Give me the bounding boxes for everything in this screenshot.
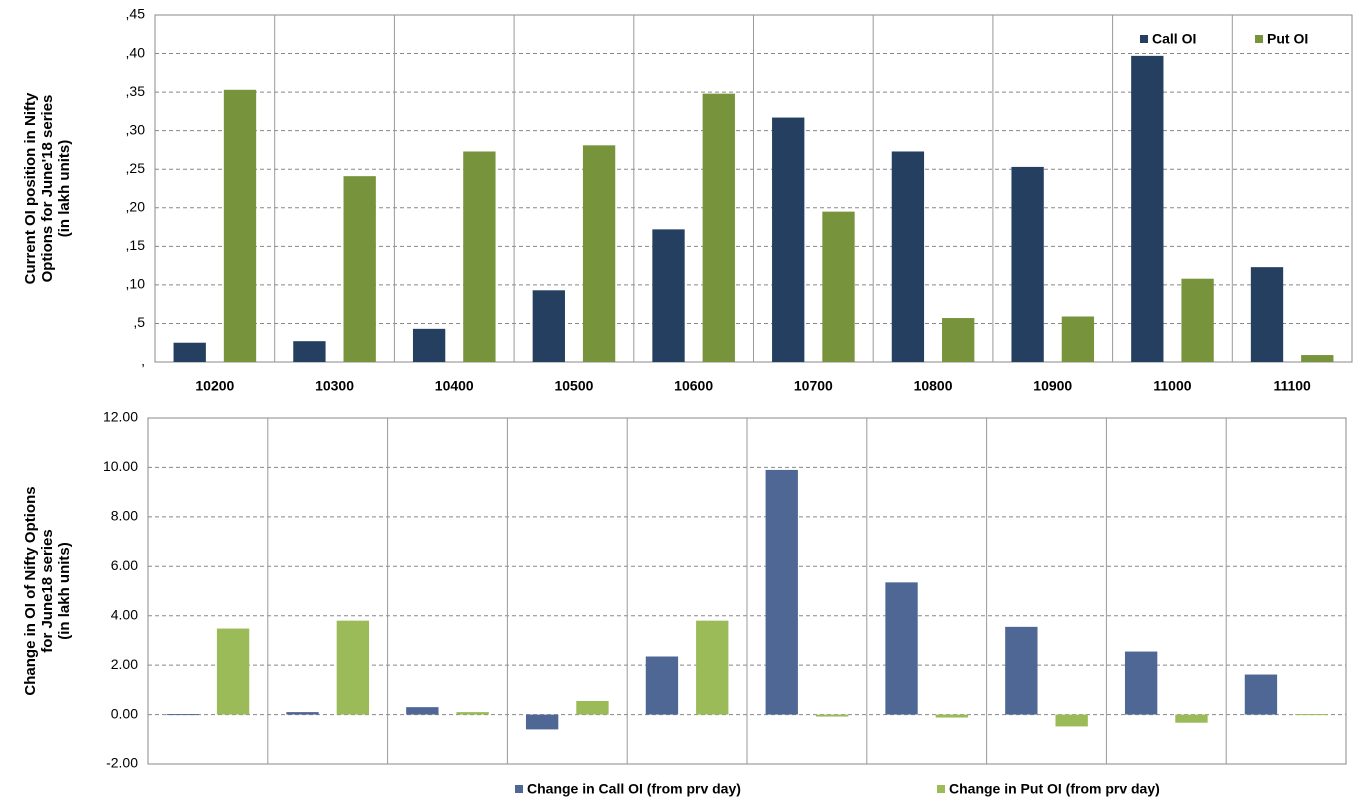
legend-swatch — [515, 785, 523, 793]
x-tick-label: 10900 — [1033, 378, 1072, 394]
legend-label: Call OI — [1152, 31, 1196, 47]
legend-swatch — [937, 785, 945, 793]
y-tick-label: ,20 — [126, 198, 146, 214]
bar — [765, 469, 798, 715]
bar — [1181, 278, 1214, 362]
bar — [1124, 651, 1158, 715]
y-axis-title: Current OI position in Nifty Options for … — [22, 92, 73, 284]
y-tick-label: 8.00 — [111, 508, 138, 524]
legend-swatch — [1140, 35, 1148, 43]
bar — [166, 714, 199, 716]
x-tick-label: 10200 — [195, 378, 234, 394]
bar — [1061, 316, 1095, 362]
legend-swatch — [1255, 35, 1263, 43]
bar — [1055, 714, 1088, 727]
y-tick-label: ,30 — [126, 121, 146, 137]
y-tick-label: ,10 — [126, 276, 146, 292]
bar — [223, 89, 257, 362]
x-tick-label: 11000 — [1153, 378, 1191, 394]
y-axis-title-line: (in lakh units) — [56, 140, 73, 238]
bar — [576, 700, 609, 715]
bar — [696, 620, 729, 715]
y-tick-label: , — [141, 353, 145, 369]
bar — [942, 318, 975, 362]
y-axis-title: Change in OI of Nifty Options for June18 … — [22, 486, 73, 695]
bar — [456, 712, 489, 715]
x-tick-label: 11100 — [1273, 378, 1311, 394]
y-tick-label: ,5 — [133, 314, 145, 330]
y-tick-label: 10.00 — [103, 458, 138, 474]
x-tick-label: 10400 — [435, 378, 474, 394]
bar — [645, 656, 679, 715]
bar — [525, 714, 559, 730]
legend-label: Change in Put OI (from prv day) — [949, 781, 1160, 797]
bar — [582, 145, 616, 362]
bar — [293, 341, 326, 362]
x-tick-label: 10600 — [674, 378, 713, 394]
bar — [885, 582, 918, 715]
y-tick-label: ,45 — [126, 6, 146, 22]
bar — [891, 151, 925, 362]
y-tick-label: 12.00 — [103, 409, 138, 425]
y-axis-title-line: Options for June'18 series — [39, 95, 56, 283]
bar — [1131, 55, 1164, 362]
bar — [406, 707, 439, 715]
bar — [1250, 267, 1284, 362]
bar — [412, 328, 446, 362]
bar — [173, 342, 206, 362]
bar — [652, 229, 685, 362]
bar — [1005, 626, 1038, 715]
x-tick-label: 10700 — [794, 378, 833, 394]
bar — [772, 117, 805, 363]
legend-label: Put OI — [1267, 31, 1308, 47]
y-axis-title-line: Change in OI of Nifty Options — [22, 486, 39, 695]
y-tick-label: ,35 — [126, 83, 146, 99]
bar — [822, 211, 855, 362]
x-tick-label: 10500 — [554, 378, 593, 394]
x-tick-label: 10300 — [315, 378, 354, 394]
bar — [1301, 355, 1334, 362]
legend-label: Change in Call OI (from prv day) — [527, 781, 741, 797]
y-tick-label: 6.00 — [111, 557, 138, 573]
bar — [1175, 714, 1208, 723]
y-tick-label: 2.00 — [111, 656, 138, 672]
y-tick-label: ,15 — [126, 237, 146, 253]
bar — [702, 93, 735, 363]
bar — [1295, 714, 1328, 716]
y-axis-title-line: Current OI position in Nifty — [22, 92, 39, 284]
bar — [532, 290, 565, 362]
bar — [343, 176, 376, 362]
y-tick-label: -2.00 — [106, 755, 138, 771]
bar — [1244, 674, 1278, 715]
bar — [935, 714, 969, 718]
bar — [216, 628, 250, 715]
bar — [463, 151, 496, 362]
bar — [1011, 166, 1044, 362]
y-tick-label: 4.00 — [111, 606, 138, 622]
bar — [815, 714, 849, 717]
bar — [336, 620, 370, 715]
y-tick-label: ,25 — [126, 160, 146, 176]
x-tick-label: 10800 — [914, 378, 953, 394]
y-tick-label: ,40 — [126, 44, 146, 60]
y-axis-title-line: for June18 series — [39, 529, 56, 652]
bar — [286, 712, 319, 715]
y-axis-title-line: (in lakh units) — [56, 542, 73, 640]
y-tick-label: 0.00 — [111, 705, 138, 721]
